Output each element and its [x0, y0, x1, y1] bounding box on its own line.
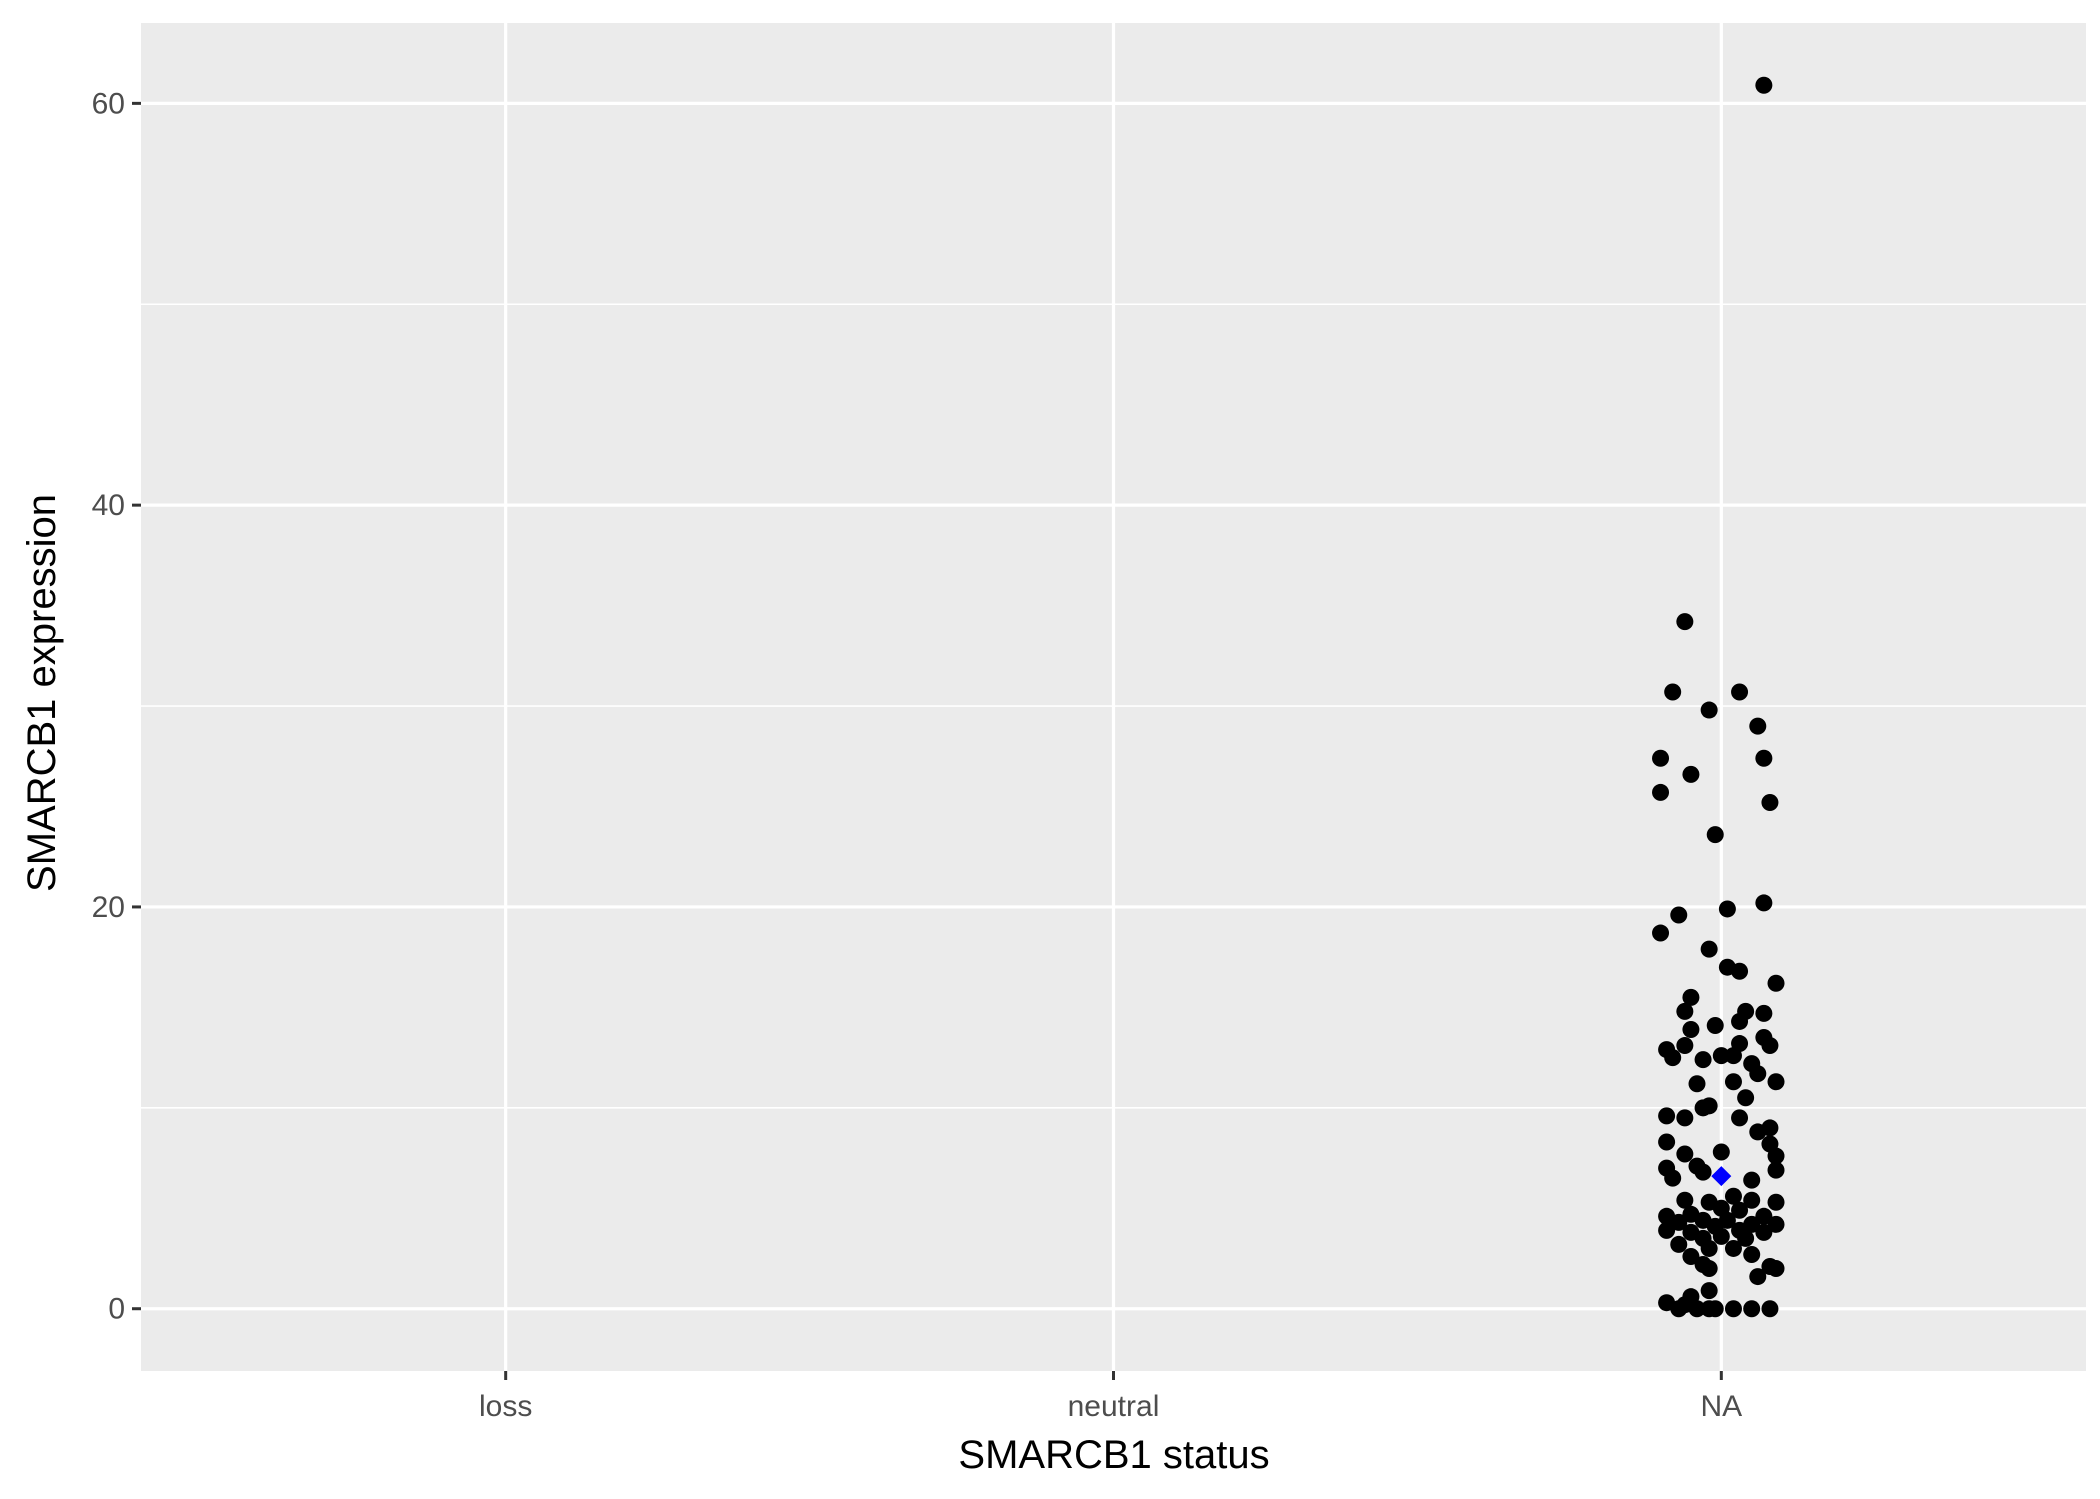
- data-point: [1737, 1089, 1755, 1107]
- y-tick-label: 40: [92, 489, 125, 522]
- data-point: [1706, 1300, 1724, 1318]
- data-point: [1767, 1147, 1785, 1165]
- data-point: [1700, 940, 1718, 958]
- data-point: [1682, 1020, 1700, 1038]
- data-point: [1737, 1229, 1755, 1247]
- axes: 0 20 40 60 loss neutral NA: [92, 87, 1743, 1423]
- data-point: [1755, 894, 1773, 912]
- data-point: [1712, 1143, 1730, 1161]
- data-point: [1749, 1065, 1767, 1083]
- data-point: [1694, 1163, 1712, 1181]
- data-point: [1755, 749, 1773, 767]
- data-point: [1731, 1201, 1749, 1219]
- data-point: [1670, 906, 1688, 924]
- y-axis-title: SMARCB1 expression: [20, 494, 64, 892]
- data-point: [1755, 1207, 1773, 1225]
- data-point: [1658, 1133, 1676, 1151]
- data-point: [1743, 1245, 1761, 1263]
- data-point: [1731, 1109, 1749, 1127]
- data-point: [1767, 1073, 1785, 1091]
- data-point: [1664, 1169, 1682, 1187]
- data-point: [1755, 1004, 1773, 1022]
- data-point: [1658, 1107, 1676, 1125]
- data-point: [1700, 1282, 1718, 1300]
- data-point: [1761, 793, 1779, 811]
- data-point: [1749, 1268, 1767, 1286]
- data-point: [1755, 1223, 1773, 1241]
- y-tick-label: 60: [92, 87, 125, 120]
- data-point: [1652, 749, 1670, 767]
- x-tick-label: NA: [1700, 1390, 1742, 1423]
- data-point: [1706, 826, 1724, 844]
- data-point: [1670, 1235, 1688, 1253]
- data-point: [1767, 1161, 1785, 1179]
- data-point: [1700, 701, 1718, 719]
- data-point: [1718, 900, 1736, 918]
- data-point: [1767, 974, 1785, 992]
- data-point: [1682, 1247, 1700, 1265]
- data-point: [1724, 1187, 1742, 1205]
- data-point: [1700, 1260, 1718, 1278]
- data-point: [1694, 1051, 1712, 1069]
- data-points: [1652, 76, 1785, 1318]
- data-point: [1749, 1123, 1767, 1141]
- data-point: [1712, 1047, 1730, 1065]
- data-point: [1731, 683, 1749, 701]
- x-tick-label: neutral: [1068, 1390, 1160, 1423]
- data-point: [1712, 1227, 1730, 1245]
- data-point: [1761, 1300, 1779, 1318]
- data-point: [1688, 1075, 1706, 1093]
- data-point: [1688, 1300, 1706, 1318]
- data-point: [1724, 1047, 1742, 1065]
- y-tick-label: 20: [92, 891, 125, 924]
- data-point: [1743, 1300, 1761, 1318]
- data-point: [1670, 1300, 1688, 1318]
- data-point: [1676, 1109, 1694, 1127]
- data-point: [1664, 683, 1682, 701]
- data-point: [1664, 1049, 1682, 1067]
- data-point: [1682, 988, 1700, 1006]
- data-point: [1755, 76, 1773, 94]
- data-point: [1731, 1012, 1749, 1030]
- mean-marker: [1711, 1166, 1732, 1187]
- data-point: [1718, 958, 1736, 976]
- data-point: [1700, 1239, 1718, 1257]
- x-tick-label: loss: [479, 1390, 532, 1423]
- x-axis-title: SMARCB1 status: [958, 1433, 1269, 1477]
- data-point: [1767, 1215, 1785, 1233]
- data-point: [1749, 717, 1767, 735]
- data-point: [1761, 1037, 1779, 1055]
- data-point: [1706, 1016, 1724, 1034]
- y-tick-label: 0: [108, 1293, 125, 1326]
- data-point: [1676, 1037, 1694, 1055]
- data-point: [1658, 1221, 1676, 1239]
- data-point: [1676, 613, 1694, 631]
- data-point: [1724, 1300, 1742, 1318]
- data-point: [1743, 1171, 1761, 1189]
- data-point: [1767, 1260, 1785, 1278]
- data-point: [1676, 1191, 1694, 1209]
- data-point: [1676, 1145, 1694, 1163]
- data-point: [1724, 1073, 1742, 1091]
- data-point: [1682, 765, 1700, 783]
- data-point: [1652, 783, 1670, 801]
- data-point: [1670, 1213, 1688, 1231]
- data-point: [1767, 1193, 1785, 1211]
- data-point: [1743, 1191, 1761, 1209]
- data-point: [1676, 1002, 1694, 1020]
- data-point: [1700, 1097, 1718, 1115]
- mean-markers: [1711, 1166, 1732, 1187]
- data-point: [1724, 1239, 1742, 1257]
- data-point: [1652, 924, 1670, 942]
